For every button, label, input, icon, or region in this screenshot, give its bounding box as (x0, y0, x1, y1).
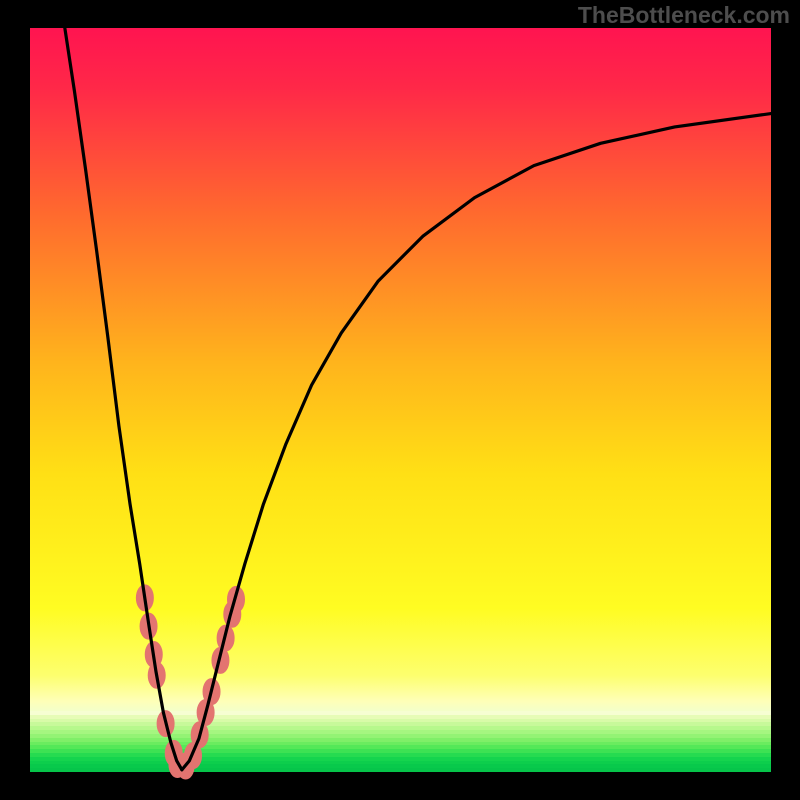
curve-layer (30, 28, 771, 772)
curve-right-branch (182, 114, 771, 770)
bottleneck-chart: TheBottleneck.com (0, 0, 800, 800)
curve-group (65, 28, 771, 770)
marker-group (136, 585, 244, 779)
curve-left-branch (65, 28, 182, 770)
plot-area (30, 28, 771, 772)
